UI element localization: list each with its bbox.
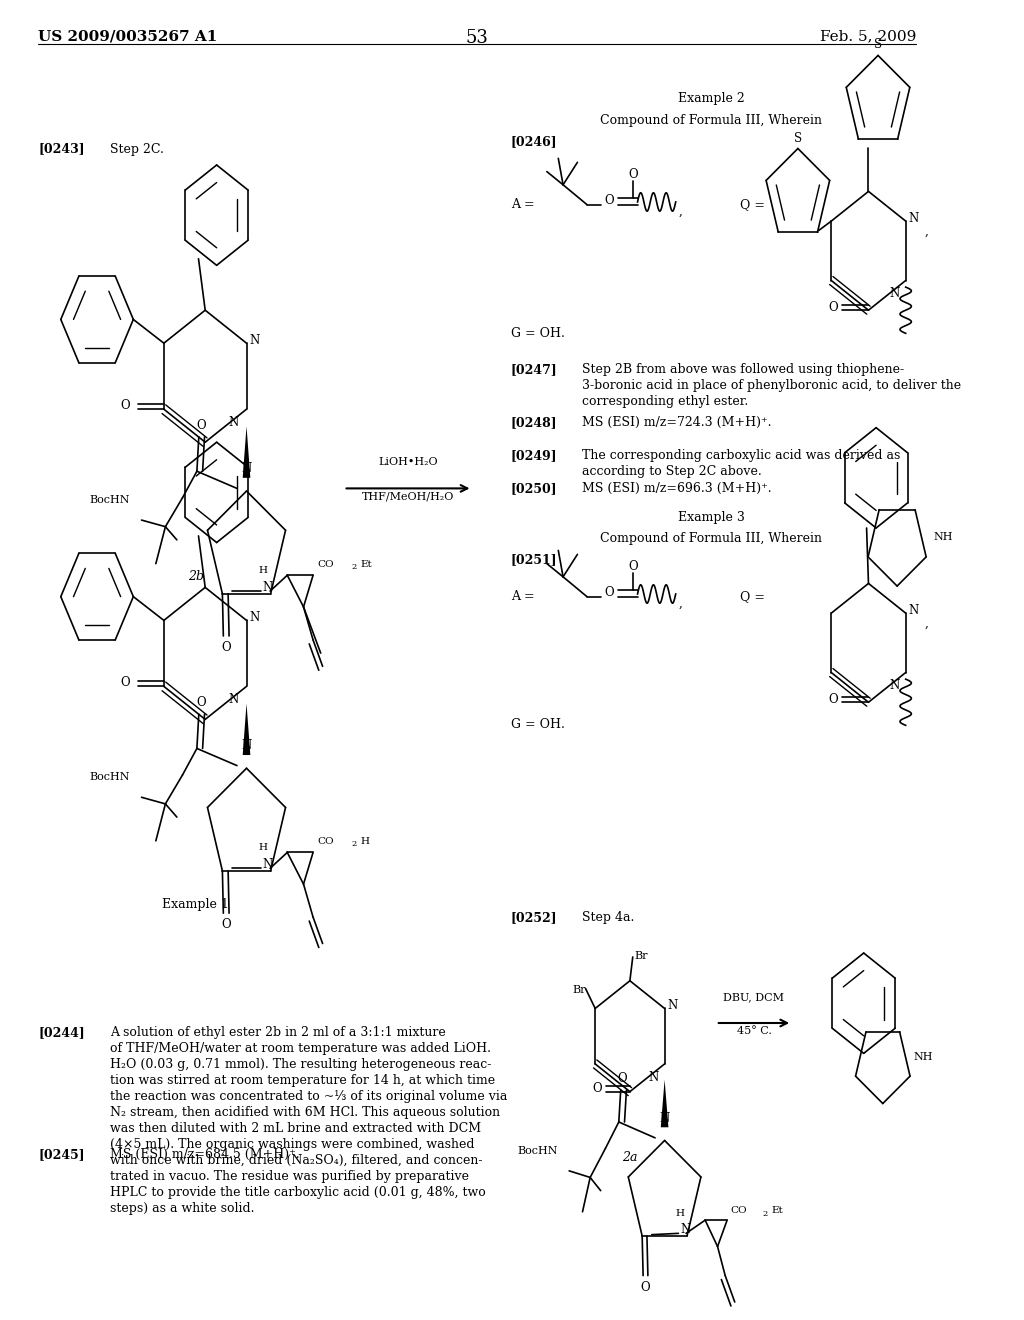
- Text: H: H: [258, 566, 267, 576]
- Text: N: N: [242, 462, 252, 475]
- Text: MS (ESI) m/z=724.3 (M+H)⁺.: MS (ESI) m/z=724.3 (M+H)⁺.: [583, 416, 772, 429]
- Text: Feb. 5, 2009: Feb. 5, 2009: [820, 29, 916, 44]
- Text: CO: CO: [730, 1206, 746, 1214]
- Text: O: O: [628, 168, 638, 181]
- Text: MS (ESI) m/z=696.3 (M+H)⁺.: MS (ESI) m/z=696.3 (M+H)⁺.: [583, 482, 772, 495]
- Text: [0249]: [0249]: [511, 449, 557, 462]
- Text: O: O: [604, 586, 613, 599]
- Text: Q =: Q =: [739, 590, 765, 603]
- Text: G = OH.: G = OH.: [511, 327, 564, 341]
- Text: THF/MeOH/H₂O: THF/MeOH/H₂O: [362, 491, 455, 502]
- Text: BocHN: BocHN: [517, 1146, 558, 1156]
- Text: O: O: [617, 1072, 628, 1085]
- Text: Step 2C.: Step 2C.: [110, 143, 164, 156]
- Text: Et: Et: [360, 560, 373, 569]
- Polygon shape: [243, 704, 250, 755]
- Text: O: O: [120, 676, 129, 689]
- Text: O: O: [828, 301, 838, 314]
- Text: ,: ,: [925, 616, 929, 630]
- Text: O: O: [593, 1082, 602, 1096]
- Text: Q =: Q =: [739, 198, 765, 211]
- Text: DBU, DCM: DBU, DCM: [724, 991, 784, 1002]
- Text: O: O: [640, 1280, 650, 1294]
- Text: [0251]: [0251]: [511, 553, 557, 566]
- Text: H: H: [676, 1209, 685, 1217]
- Text: O: O: [604, 194, 613, 207]
- Text: ,: ,: [679, 597, 682, 610]
- Text: Br: Br: [635, 950, 648, 961]
- Text: NH: NH: [934, 532, 953, 543]
- Text: N: N: [668, 999, 678, 1012]
- Text: H: H: [360, 837, 370, 846]
- Text: Compound of Formula III, Wherein: Compound of Formula III, Wherein: [600, 114, 822, 127]
- Text: 2: 2: [763, 1209, 768, 1217]
- Text: N: N: [890, 678, 900, 692]
- Text: [0248]: [0248]: [511, 416, 557, 429]
- Text: A =: A =: [511, 198, 535, 211]
- Text: S: S: [794, 132, 802, 144]
- Text: N: N: [262, 581, 272, 594]
- Text: [0244]: [0244]: [38, 1026, 85, 1039]
- Text: [0243]: [0243]: [38, 143, 85, 156]
- Text: [0247]: [0247]: [511, 363, 557, 376]
- Text: [0252]: [0252]: [511, 911, 557, 924]
- Text: N: N: [659, 1111, 670, 1125]
- Text: Step 2B from above was followed using thiophene-
3-boronic acid in place of phen: Step 2B from above was followed using th…: [583, 363, 962, 408]
- Text: CO: CO: [316, 837, 334, 846]
- Text: O: O: [120, 399, 129, 412]
- Text: [0245]: [0245]: [38, 1148, 85, 1162]
- Text: G = OH.: G = OH.: [511, 718, 564, 731]
- Text: 45° C.: 45° C.: [736, 1026, 771, 1036]
- Text: O: O: [196, 696, 206, 709]
- Text: N: N: [228, 416, 239, 429]
- Text: BocHN: BocHN: [89, 772, 130, 783]
- Text: The corresponding carboxylic acid was derived as
according to Step 2C above.: The corresponding carboxylic acid was de…: [583, 449, 900, 478]
- Text: N: N: [242, 739, 252, 752]
- Text: 2b: 2b: [187, 570, 204, 583]
- Text: 53: 53: [466, 29, 488, 48]
- Polygon shape: [660, 1080, 669, 1127]
- Text: ,: ,: [679, 205, 682, 218]
- Text: N: N: [908, 213, 919, 224]
- Text: N: N: [250, 611, 260, 624]
- Text: ,: ,: [925, 224, 929, 238]
- Text: S: S: [873, 38, 882, 51]
- Text: N: N: [250, 334, 260, 347]
- Text: N: N: [262, 858, 272, 871]
- Text: US 2009/0035267 A1: US 2009/0035267 A1: [38, 29, 217, 44]
- Text: N: N: [228, 693, 239, 706]
- Polygon shape: [243, 426, 250, 478]
- Text: 2a: 2a: [623, 1151, 638, 1164]
- Text: Example 2: Example 2: [678, 92, 744, 106]
- Text: CO: CO: [316, 560, 334, 569]
- Text: BocHN: BocHN: [89, 495, 130, 506]
- Text: A solution of ethyl ester 2b in 2 ml of a 3:1:1 mixture
of THF/MeOH/water at roo: A solution of ethyl ester 2b in 2 ml of …: [110, 1026, 507, 1214]
- Text: [0250]: [0250]: [511, 482, 557, 495]
- Text: Example 1: Example 1: [162, 898, 229, 911]
- Text: LiOH•H₂O: LiOH•H₂O: [379, 457, 438, 467]
- Text: Br: Br: [572, 985, 586, 995]
- Text: N: N: [648, 1071, 658, 1084]
- Text: A =: A =: [511, 590, 535, 603]
- Text: N: N: [890, 288, 900, 300]
- Text: Et: Et: [772, 1206, 783, 1214]
- Text: O: O: [196, 418, 206, 432]
- Text: MS (ESI) m/z=684.5 (M+H)⁺.: MS (ESI) m/z=684.5 (M+H)⁺.: [110, 1148, 299, 1162]
- Text: N: N: [908, 605, 919, 616]
- Text: O: O: [221, 642, 231, 655]
- Text: Step 4a.: Step 4a.: [583, 911, 635, 924]
- Text: [0246]: [0246]: [511, 135, 557, 148]
- Text: 2: 2: [351, 841, 356, 849]
- Text: 2: 2: [351, 564, 356, 572]
- Text: Compound of Formula III, Wherein: Compound of Formula III, Wherein: [600, 532, 822, 545]
- Text: Example 3: Example 3: [678, 511, 744, 524]
- Text: NH: NH: [913, 1052, 933, 1063]
- Text: O: O: [221, 919, 231, 932]
- Text: N: N: [680, 1222, 690, 1236]
- Text: O: O: [828, 693, 838, 706]
- Text: H: H: [258, 843, 267, 853]
- Text: O: O: [628, 560, 638, 573]
